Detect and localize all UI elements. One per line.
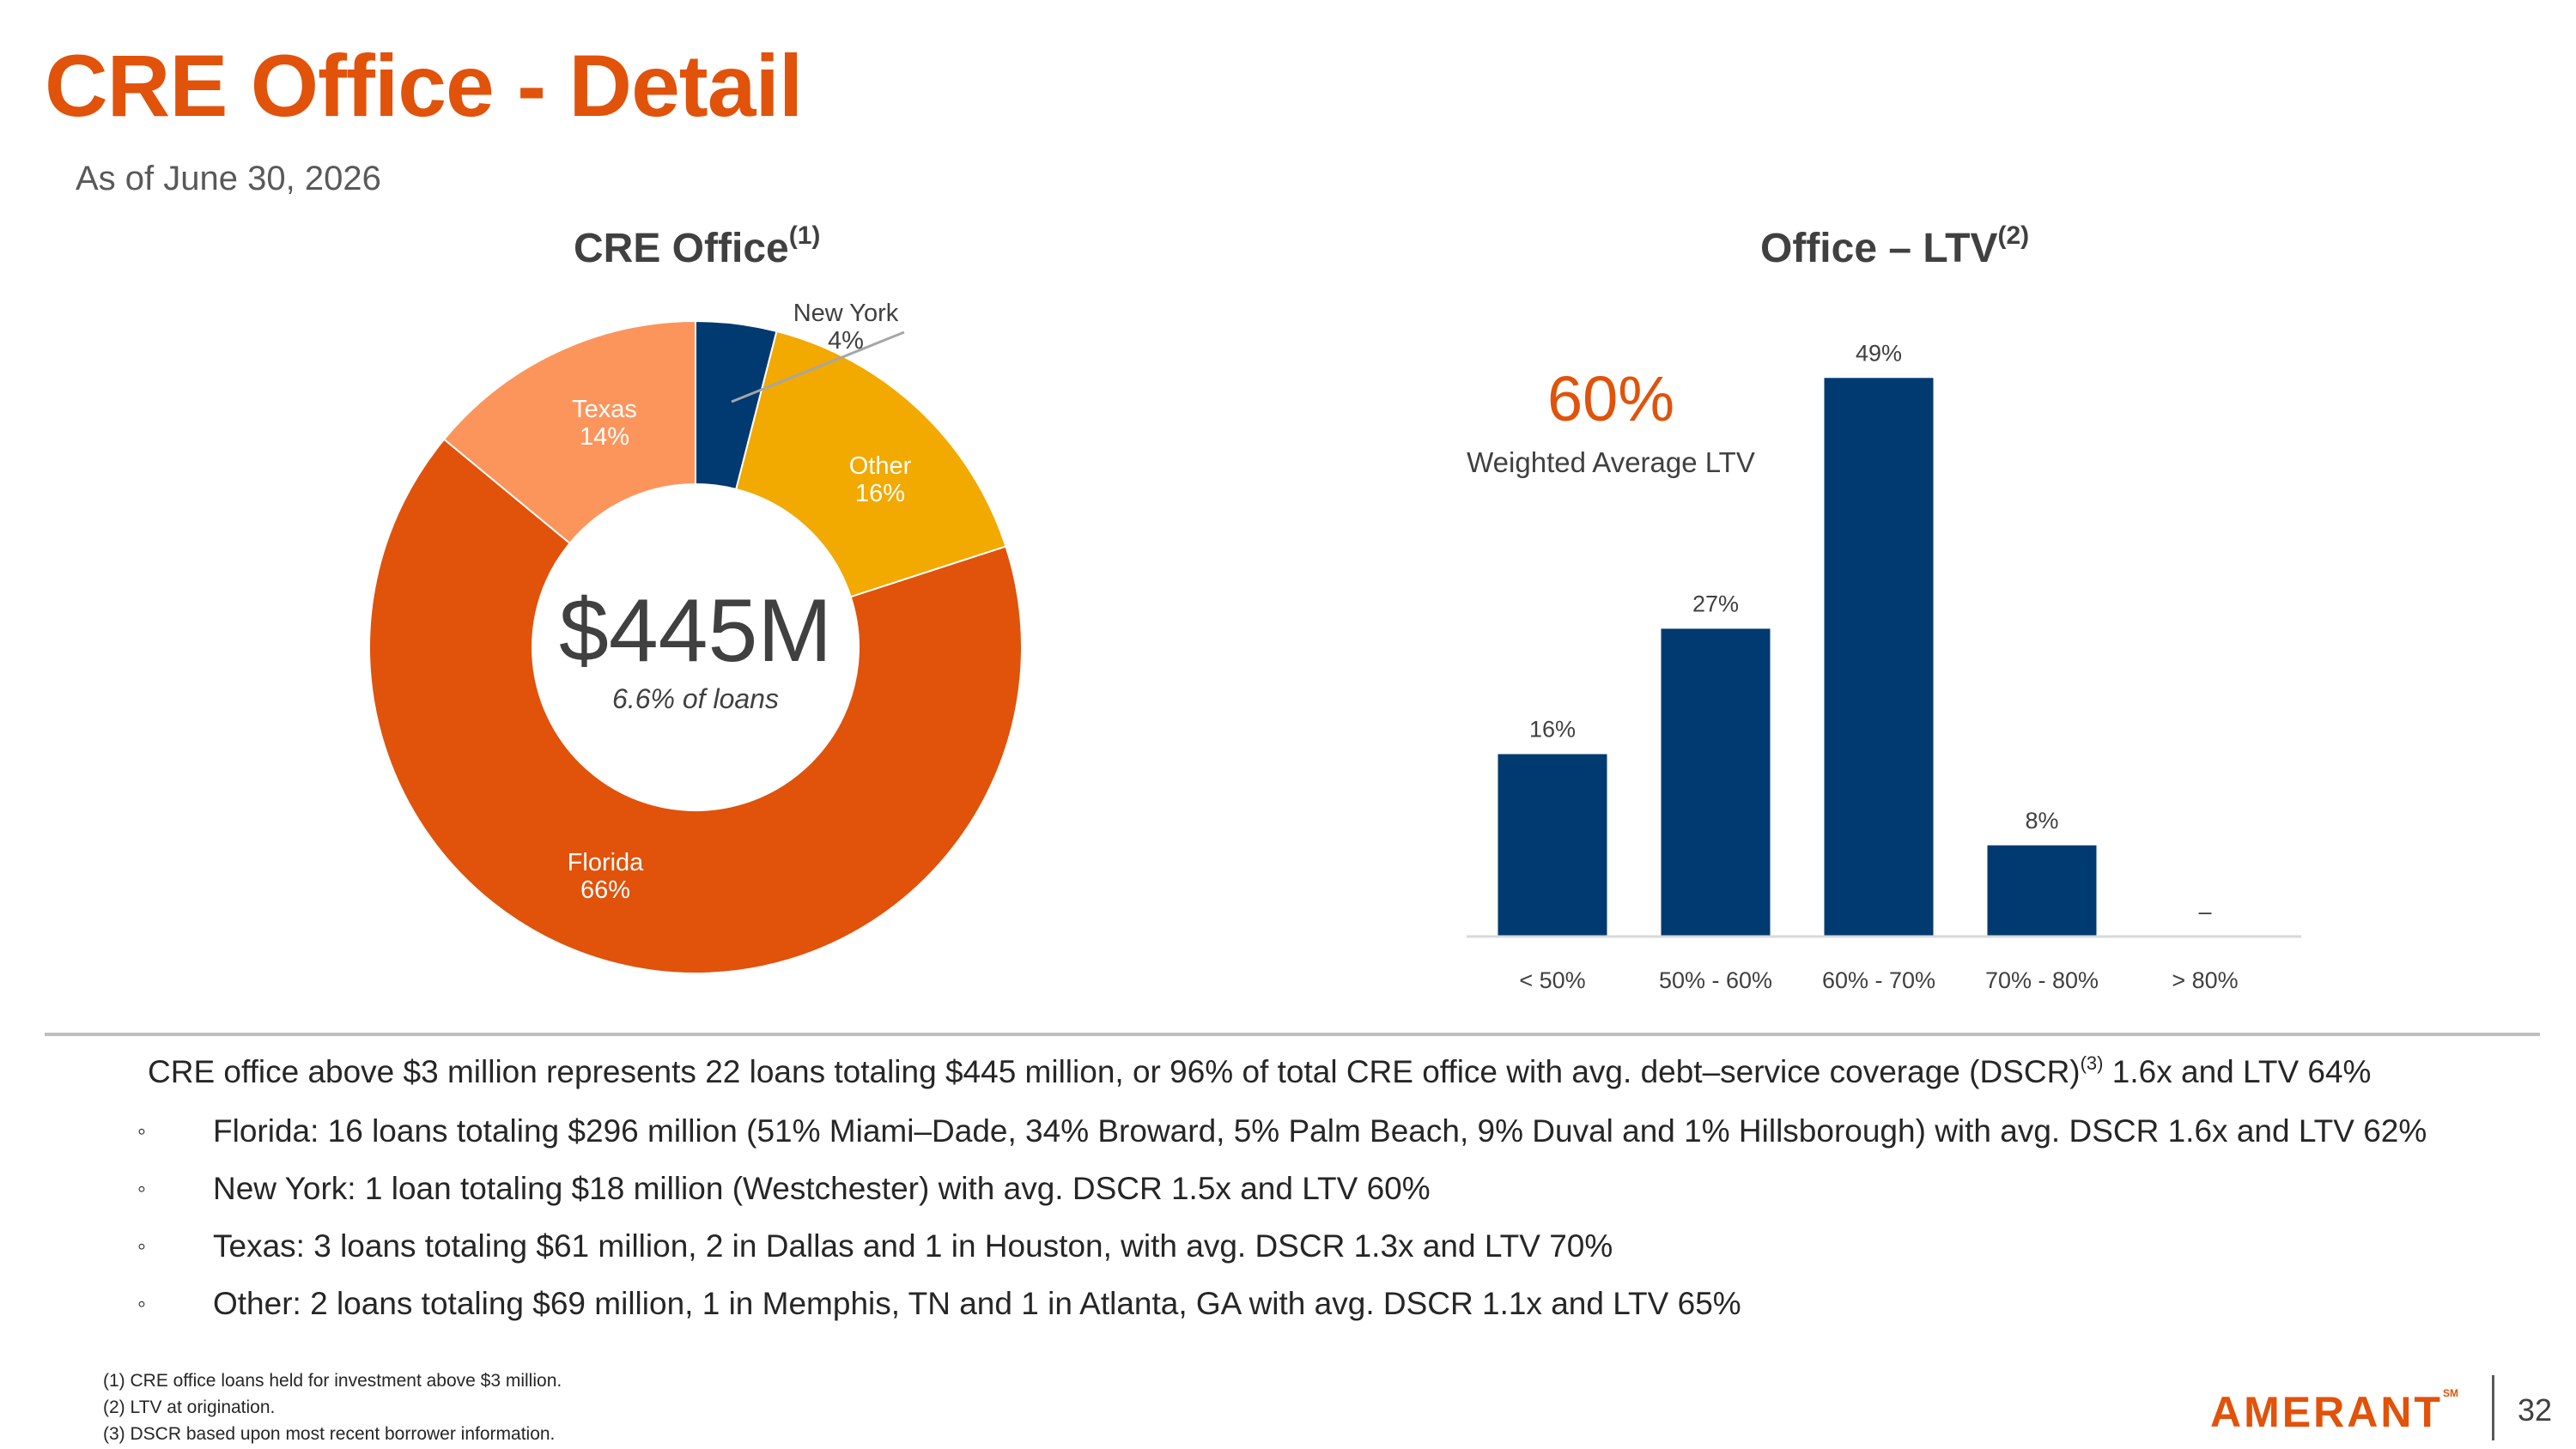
x-tick-label: > 80% — [2172, 967, 2238, 993]
page-number: 32 — [2518, 1392, 2553, 1428]
bullet-text: Other: 2 loans totaling $69 million, 1 i… — [213, 1286, 1741, 1322]
footnote-1: (1) CRE office loans held for investment… — [103, 1371, 562, 1391]
bullet-mark: ◦ — [137, 1233, 146, 1260]
bar-50-60 — [1661, 628, 1771, 937]
slice-value-other: 16% — [855, 480, 905, 507]
footer-separator — [2492, 1375, 2494, 1440]
x-tick-label: 60% - 70% — [1822, 967, 1935, 993]
slice-label-florida: Florida — [568, 849, 645, 876]
bullet-text: Florida: 16 loans totaling $296 million … — [213, 1113, 2427, 1149]
bar-chart-title: Office – LTV(2) — [1760, 221, 2029, 272]
donut-slices — [368, 319, 1023, 974]
weighted-average-ltv-label: Weighted Average LTV — [1467, 446, 1755, 478]
bullet-florida: ◦ Florida: 16 loans totaling $296 million… — [137, 1112, 2427, 1149]
donut-title-footnote-ref: (1) — [788, 221, 821, 250]
bar-50 — [1498, 754, 1607, 937]
bar-value-label: – — [2198, 899, 2211, 925]
new-york-leader-line — [731, 330, 905, 403]
summary-text: CRE office above $3 million represents 2… — [148, 1052, 2372, 1090]
summary-tail: 1.6x and LTV 64% — [2103, 1054, 2372, 1089]
x-tick-label: 50% - 60% — [1659, 967, 1772, 993]
x-tick-label: 70% - 80% — [1985, 967, 2099, 993]
donut-center-value: $445M — [559, 581, 832, 681]
bullet-mark: ◦ — [137, 1175, 146, 1203]
slice-value-new-york: 4% — [828, 327, 864, 355]
bar-value-label: 27% — [1692, 591, 1739, 616]
bullet-text: Texas: 3 loans totaling $61 million, 2 i… — [213, 1228, 1613, 1264]
donut-chart-title: CRE Office(1) — [574, 221, 820, 272]
slice-value-florida: 66% — [580, 876, 630, 904]
logo-service-mark: SM — [2442, 1387, 2458, 1399]
bar-title-footnote-ref: (2) — [1997, 221, 2030, 250]
bullet-mark: ◦ — [137, 1118, 146, 1145]
slice-label-new-york: New York — [793, 300, 899, 327]
ltv-bars: 16% < 50% 27% 50% - 60% 49% 60% - 70% 8% 70% - … — [1498, 340, 2239, 993]
bar-60-70 — [1824, 378, 1934, 937]
bar-title-text: Office – LTV — [1760, 226, 1998, 271]
office-ltv-bar-chart: 60% Weighted Average LTV 16% < 50% 27% 50% … — [1467, 340, 2301, 993]
footnote-3: (3) DSCR based upon most recent borrower… — [103, 1424, 556, 1444]
logo-wordmark: AMERANT — [2210, 1388, 2443, 1436]
slice-other — [735, 330, 1007, 598]
summary-footnote-ref: (3) — [2080, 1052, 2104, 1074]
footnote-2: (2) LTV at origination. — [103, 1397, 276, 1417]
slice-value-texas: 14% — [580, 423, 629, 451]
slice-florida — [368, 438, 1023, 974]
bullet-new-york: ◦ New York: 1 loan totaling $18 million (… — [137, 1169, 1431, 1207]
bar-value-label: 49% — [1856, 340, 1902, 366]
slice-texas — [442, 319, 696, 545]
bar-value-label: 16% — [1529, 717, 1576, 743]
donut-center-subtitle: 6.6% of loans — [612, 683, 779, 714]
bullet-mark: ◦ — [137, 1290, 146, 1318]
slice-label-texas: Texas — [572, 396, 637, 423]
bullet-other: ◦ Other: 2 loans totaling $69 million, 1 … — [137, 1284, 1741, 1322]
page-title: CRE Office - Detail — [45, 37, 803, 135]
amerant-logo: AMERANTSM — [2210, 1387, 2458, 1437]
slice-label-other: Other — [849, 452, 912, 480]
section-divider — [45, 1033, 2540, 1036]
bullet-texas: ◦ Texas: 3 loans totaling $61 million, 2 … — [137, 1227, 1613, 1264]
weighted-average-ltv-value: 60% — [1547, 363, 1674, 434]
summary-main: CRE office above $3 million represents 2… — [148, 1054, 2081, 1089]
bar-70-80 — [1987, 845, 2097, 937]
donut-title-text: CRE Office — [574, 226, 789, 271]
as-of-date: As of June 30, 2026 — [76, 160, 381, 197]
bullet-text: New York: 1 loan totaling $18 million (W… — [213, 1171, 1431, 1207]
x-tick-label: < 50% — [1519, 967, 1585, 993]
bar-value-label: 8% — [2025, 808, 2058, 834]
